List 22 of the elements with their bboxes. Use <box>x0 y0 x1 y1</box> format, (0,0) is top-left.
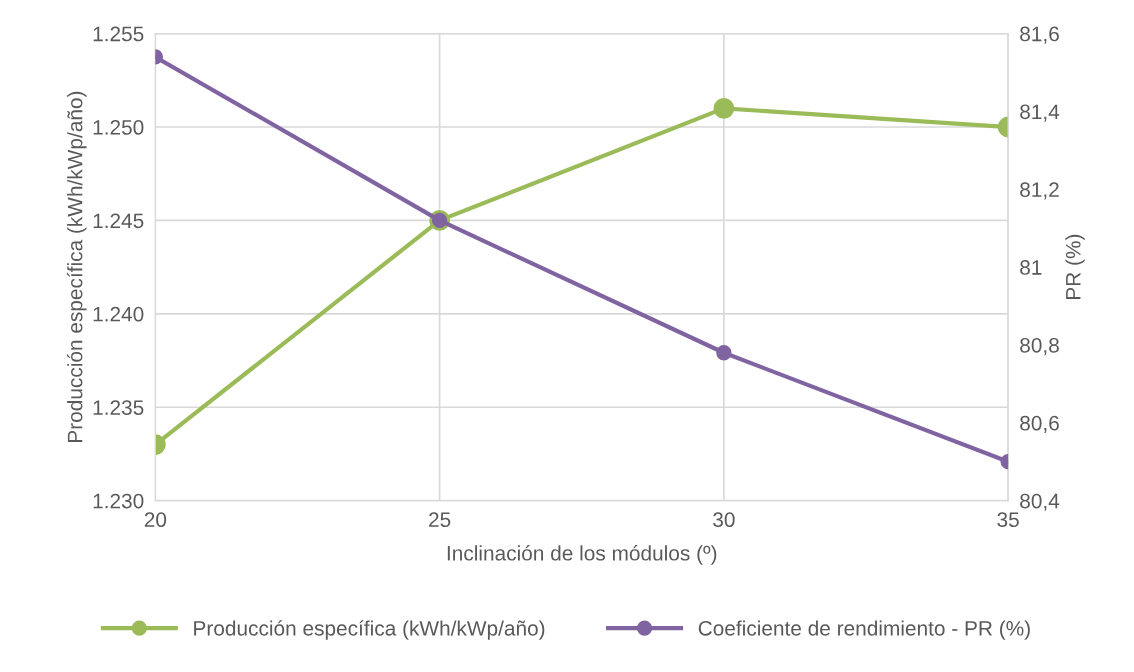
y2-axis-title: PR (%) <box>1065 234 1085 299</box>
x-tick-label: 20 <box>144 512 167 528</box>
y2-tick-label: 80,8 <box>1020 337 1059 356</box>
y-tick-label: 1.245 <box>93 213 144 229</box>
y2-tick-label: 81,4 <box>1020 104 1060 122</box>
y-tick-label: 1.255 <box>93 26 144 42</box>
x-tick-label: 25 <box>429 512 451 528</box>
y2-tick-label: 81,2 <box>1020 182 1059 200</box>
y2-tick-label: 80,4 <box>1020 493 1060 511</box>
y2-tick-label: 80,6 <box>1020 415 1059 434</box>
y-tick-label: 1.250 <box>93 120 144 135</box>
legend-label: Coeficiente de rendimiento - PR (%) <box>698 620 1030 640</box>
y-tick-label: 1.235 <box>93 400 144 415</box>
x-tick-label: 35 <box>997 512 1019 528</box>
y-axis-title: Producción específica (kWh/kWp/año) <box>66 91 87 442</box>
y-tick-label: 1.240 <box>93 306 144 322</box>
x-tick-label: 30 <box>713 512 735 528</box>
legend-label: Producción específica (kWh/kWp/año) <box>194 620 545 640</box>
x-axis-title: Inclinación de los módulos (º) <box>447 545 717 565</box>
y-tick-label: 1.230 <box>93 493 144 509</box>
y2-tick-label: 81,6 <box>1020 26 1059 44</box>
y2-tick-label: 81 <box>1020 260 1042 275</box>
